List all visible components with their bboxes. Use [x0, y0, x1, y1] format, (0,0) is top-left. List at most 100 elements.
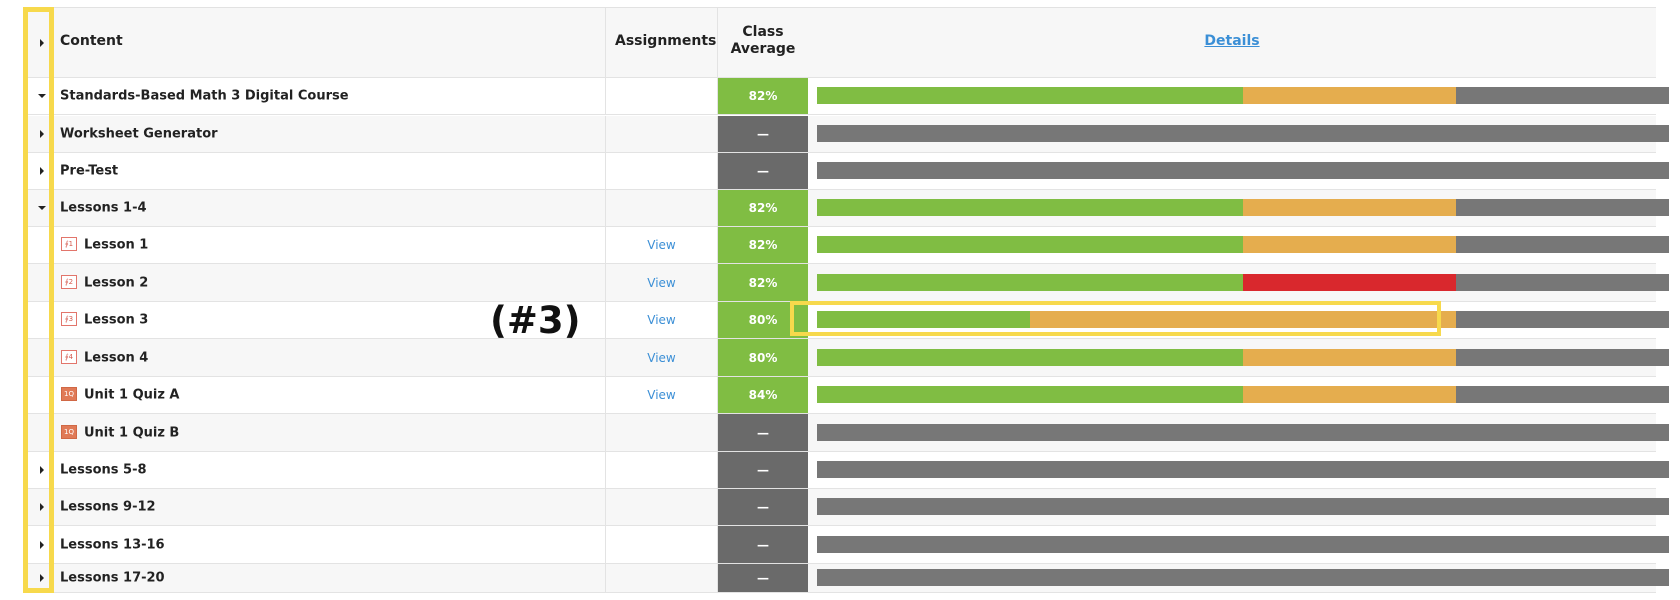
- content-label[interactable]: Unit 1 Quiz B: [84, 425, 180, 440]
- progress-bar[interactable]: [817, 273, 1669, 291]
- assignments-cell: View: [606, 302, 718, 338]
- progress-segment-gray: [817, 569, 1669, 586]
- table-row: ∮4 Lesson 4 View 80%: [25, 339, 1669, 377]
- row-toggle-cell[interactable]: [25, 116, 58, 152]
- content-label[interactable]: Lesson 4: [84, 350, 149, 365]
- table-header-row: Content Assignments Class Average Detail…: [25, 8, 1656, 78]
- view-assignment-link[interactable]: View: [647, 238, 676, 252]
- progress-bar[interactable]: [817, 461, 1669, 478]
- progress-bar[interactable]: [817, 569, 1669, 586]
- content-cell: ∮1 Lesson 1: [58, 227, 606, 263]
- class-average-cell: —: [718, 489, 808, 525]
- content-label[interactable]: Pre-Test: [60, 163, 119, 179]
- content-cell: ∮2 Lesson 2: [58, 264, 606, 301]
- row-toggle-cell: [25, 377, 58, 413]
- expand-all-toggle[interactable]: [25, 8, 58, 77]
- lesson-icon: ∮4: [61, 349, 77, 364]
- assignments-cell: View: [606, 339, 718, 376]
- assignments-cell: [606, 564, 718, 592]
- assignments-cell: [606, 78, 718, 114]
- class-average-badge: —: [718, 452, 808, 488]
- class-average-badge: 82%: [718, 227, 808, 263]
- row-toggle-cell[interactable]: [25, 452, 58, 488]
- table-row: Lessons 13-16 —: [25, 526, 1669, 564]
- details-cell: [808, 302, 1669, 338]
- content-label[interactable]: Lesson 1: [84, 237, 149, 253]
- caret-right-icon: [40, 574, 44, 582]
- progress-segment-orange: [1243, 236, 1456, 253]
- content-label[interactable]: Lessons 9-12: [60, 499, 156, 515]
- content-label[interactable]: Lessons 17-20: [60, 570, 165, 586]
- progress-segment-red: [1243, 273, 1456, 291]
- class-average-badge: 80%: [718, 302, 808, 338]
- content-cell: Lessons 9-12: [58, 489, 606, 525]
- progress-bar[interactable]: [817, 87, 1669, 104]
- row-toggle-cell[interactable]: [25, 526, 58, 563]
- caret-right-icon: [40, 540, 44, 549]
- table-row: Lessons 9-12 —: [25, 489, 1669, 526]
- view-assignment-link[interactable]: View: [647, 350, 676, 365]
- details-link[interactable]: Details: [1204, 33, 1260, 49]
- row-toggle-cell[interactable]: [25, 564, 58, 592]
- progress-bar[interactable]: [817, 199, 1669, 216]
- annotation-label: (#3): [490, 299, 581, 342]
- progress-bar[interactable]: [817, 498, 1669, 515]
- progress-bar[interactable]: [817, 423, 1669, 441]
- class-average-cell: 80%: [718, 302, 808, 338]
- content-label[interactable]: Lessons 13-16: [60, 537, 165, 552]
- progress-bar[interactable]: [817, 535, 1669, 553]
- class-average-badge: —: [718, 153, 808, 189]
- progress-segment-gray: [1456, 348, 1669, 366]
- content-label[interactable]: Worksheet Generator: [60, 126, 218, 142]
- details-cell: [808, 153, 1669, 189]
- progress-bar[interactable]: [817, 162, 1669, 179]
- class-average-cell: —: [718, 414, 808, 451]
- view-assignment-link[interactable]: View: [647, 313, 676, 327]
- details-cell: [808, 227, 1669, 263]
- details-cell: [808, 452, 1669, 488]
- progress-bar[interactable]: [817, 125, 1669, 142]
- class-average-cell: 82%: [718, 264, 808, 301]
- progress-bar[interactable]: [817, 386, 1669, 403]
- progress-bar[interactable]: [817, 348, 1669, 366]
- class-average-badge: —: [718, 116, 808, 152]
- row-toggle-cell: [25, 264, 58, 301]
- content-label[interactable]: Lesson 2: [84, 275, 149, 290]
- content-label[interactable]: Standards-Based Math 3 Digital Course: [60, 88, 349, 104]
- details-cell: [808, 414, 1669, 451]
- caret-right-icon: [40, 466, 44, 474]
- progress-segment-orange: [1243, 386, 1456, 403]
- view-assignment-link[interactable]: View: [647, 275, 676, 290]
- row-toggle-cell[interactable]: [25, 78, 58, 114]
- row-toggle-cell[interactable]: [25, 489, 58, 525]
- table-row: Lessons 5-8 —: [25, 452, 1669, 489]
- details-cell: [808, 526, 1669, 563]
- table-row: Lessons 17-20 —: [25, 564, 1669, 593]
- class-average-cell: —: [718, 564, 808, 592]
- assignments-cell: [606, 452, 718, 488]
- progress-segment-green: [817, 311, 1030, 328]
- progress-bar[interactable]: [817, 236, 1669, 253]
- class-average-badge: 82%: [718, 78, 808, 114]
- progress-segment-green: [817, 199, 1243, 216]
- assignments-cell: [606, 526, 718, 563]
- class-average-header-line1: Class: [742, 24, 784, 40]
- row-toggle-cell: [25, 302, 58, 338]
- view-assignment-link[interactable]: View: [647, 388, 676, 402]
- content-cell: Lessons 17-20: [58, 564, 606, 592]
- class-average-header-line2: Average: [730, 41, 796, 57]
- progress-bar[interactable]: [817, 311, 1669, 328]
- row-toggle-cell[interactable]: [25, 153, 58, 189]
- content-label[interactable]: Unit 1 Quiz A: [84, 387, 180, 403]
- class-average-cell: —: [718, 116, 808, 152]
- content-label[interactable]: Lesson 3: [84, 312, 149, 328]
- table-row: 1Q Unit 1 Quiz B —: [25, 414, 1669, 452]
- progress-segment-gray: [817, 162, 1669, 179]
- table-row: 1Q Unit 1 Quiz A View 84%: [25, 377, 1669, 414]
- content-label[interactable]: Lessons 5-8: [60, 462, 147, 478]
- content-label[interactable]: Lessons 1-4: [60, 200, 147, 216]
- row-toggle-cell[interactable]: [25, 190, 58, 226]
- class-average-cell: —: [718, 153, 808, 189]
- class-average-column-header: Class Average: [718, 8, 808, 77]
- content-cell: ∮3 Lesson 3: [58, 302, 606, 338]
